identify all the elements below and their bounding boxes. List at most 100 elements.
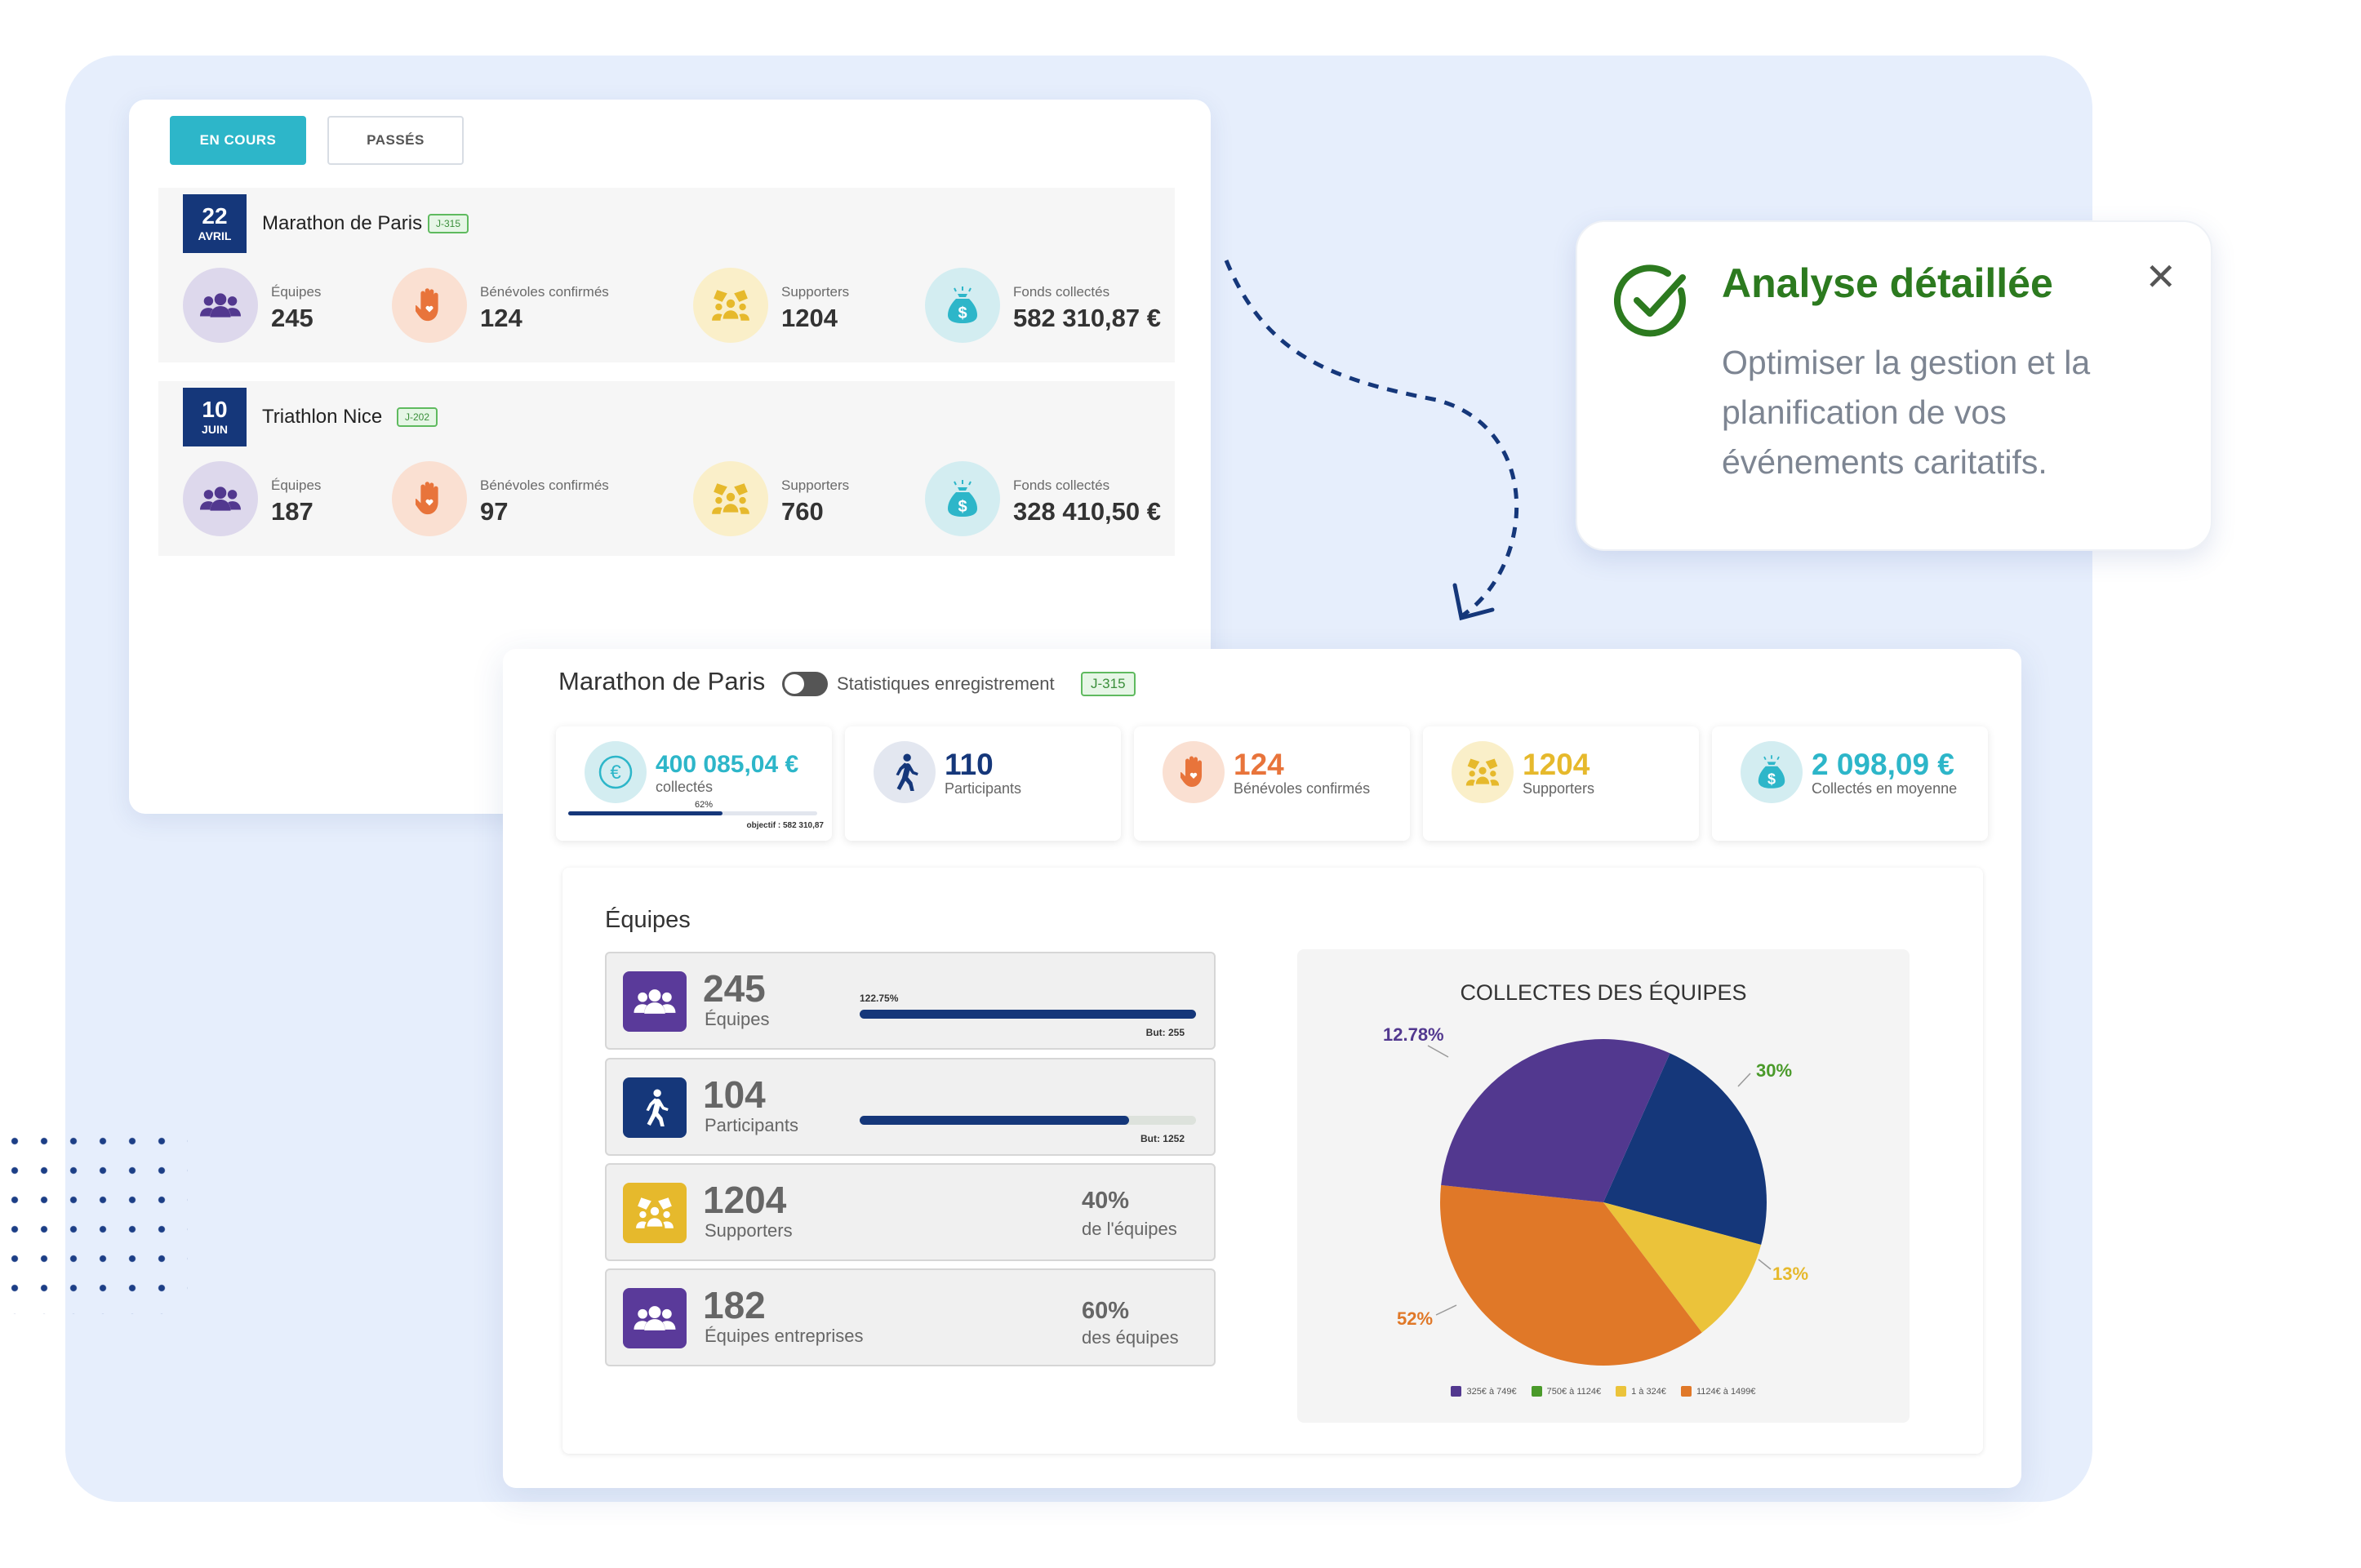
teams-title: Équipes (605, 907, 691, 933)
stat-value: 97 (480, 497, 509, 526)
event-day: 10 (202, 397, 228, 422)
pie-slice[interactable] (1603, 1053, 1767, 1245)
money-bag-icon (1741, 741, 1803, 803)
stat-label: Bénévoles confirmés (480, 284, 609, 300)
svg-text:€: € (610, 762, 621, 784)
legend-item: 1124€ à 1499€ (1680, 1386, 1756, 1397)
euro-icon: € (585, 741, 647, 803)
pie-slice[interactable] (1603, 1202, 1762, 1333)
team-row-label: Équipes (705, 1009, 770, 1029)
slice-label: 13% (1772, 1264, 1809, 1284)
slice-label: 12.78% (1383, 1024, 1444, 1045)
goal-text: objectif : 582 310,87 (746, 821, 825, 830)
label-leader-line (1435, 1304, 1457, 1316)
event-row-triathlon-nice[interactable]: 10 JUIN Triathlon Nice J-202 Équipes 187… (158, 381, 1175, 556)
dashboard-title: Marathon de Paris (558, 667, 766, 695)
stat-value: 187 (271, 497, 313, 526)
bar-goal: But: 1252 (1140, 1133, 1185, 1144)
team-icon (183, 461, 258, 536)
legend-swatch (1451, 1386, 1462, 1397)
legend-label: 750€ à 1124€ (1546, 1386, 1602, 1397)
pie-slice[interactable] (1440, 1184, 1702, 1366)
team-row-equipes[interactable]: 245 Équipes 122.75% But: 255 (605, 952, 1216, 1050)
slice-label: 30% (1756, 1060, 1793, 1081)
legend-item: 1 à 324€ (1616, 1386, 1666, 1397)
team-row-share: 40% (1082, 1188, 1130, 1214)
stat-label: Bénévoles confirmés (480, 478, 609, 493)
kpi-label: Bénévoles confirmés (1234, 780, 1371, 797)
decorative-dot-grid (0, 1126, 188, 1314)
walker-icon (874, 741, 936, 803)
event-date: 10 JUIN (183, 388, 247, 446)
event-month: AVRIL (198, 229, 232, 242)
progress-fill (568, 811, 723, 815)
legend-label: 1124€ à 1499€ (1696, 1386, 1756, 1397)
legend-item: 325€ à 749€ (1451, 1386, 1517, 1397)
popup-text: Optimiser la gestion et la planification… (1722, 344, 2091, 481)
check-circle-icon (1614, 264, 1686, 337)
team-row-label: Participants (705, 1115, 798, 1135)
supporters-icon (693, 461, 768, 536)
chart-title: COLLECTES DES ÉQUIPES (1460, 980, 1747, 1005)
hand-heart-icon (392, 461, 467, 536)
team-row-value: 104 (703, 1073, 766, 1116)
event-date: 22 AVRIL (183, 194, 247, 253)
teams-panel: Équipes 245 Équipes 122.75% But: 255 104… (562, 868, 1983, 1454)
team-row-label: Supporters (705, 1220, 793, 1241)
event-row-marathon-paris[interactable]: 22 AVRIL Marathon de Paris J-315 Équipes… (158, 188, 1175, 362)
countdown-badge: J-202 (397, 407, 438, 427)
kpi-value: 1204 (1523, 748, 1590, 781)
kpi-value: 110 (945, 748, 994, 781)
pie-chart (1427, 1039, 1772, 1366)
kpi-value: 2 098,09 € (1812, 748, 1954, 781)
team-icon (623, 1288, 687, 1348)
countdown-badge: J-315 (428, 214, 469, 233)
team-progress-bar (860, 1116, 1196, 1125)
stats-toggle[interactable] (782, 672, 828, 696)
progress-percent: 62% (695, 800, 714, 810)
team-row-share-label: de l'équipes (1082, 1219, 1177, 1239)
team-row-value: 182 (703, 1284, 766, 1326)
kpi-participants: 110 Participants (845, 726, 1121, 841)
supporters-icon (693, 268, 768, 343)
kpi-collected: € 400 085,04 € collectés 62% objectif : … (556, 726, 832, 841)
events-list-card: EN COURS PASSÉS 22 AVRIL Marathon de Par… (129, 100, 1211, 814)
team-row-label: Équipes entreprises (705, 1326, 864, 1346)
team-row-supporters[interactable]: 1204 Supporters 40% de l'équipes (605, 1163, 1216, 1261)
analysis-popup: Analyse détaillée ✕ Optimiser la gestion… (1576, 220, 2212, 551)
dashed-arrow-icon (1224, 260, 1519, 621)
pie-slice[interactable] (1441, 1039, 1670, 1202)
bar-fill (860, 1116, 1129, 1125)
team-row-entreprises[interactable]: 182 Équipes entreprises 60% des équipes (605, 1268, 1216, 1366)
team-row-value: 245 (703, 967, 766, 1010)
team-icon (183, 268, 258, 343)
kpi-benevoles: 124 Bénévoles confirmés (1134, 726, 1410, 841)
stat-value: 760 (781, 497, 824, 526)
team-icon (623, 971, 687, 1032)
money-bag-icon (925, 461, 1000, 536)
toggle-knob (785, 674, 804, 694)
tab-en-cours[interactable]: EN COURS (170, 116, 306, 165)
stat-label: Fonds collectés (1013, 284, 1110, 300)
legend-item: 750€ à 1124€ (1531, 1386, 1602, 1397)
popup-title: Analyse détaillée (1722, 260, 2053, 306)
kpi-supporters: 1204 Supporters (1423, 726, 1699, 841)
event-name[interactable]: Marathon de Paris (262, 212, 423, 234)
close-icon[interactable]: ✕ (2145, 255, 2176, 298)
stat-value: 1204 (781, 304, 838, 332)
legend-swatch (1680, 1386, 1692, 1397)
event-name[interactable]: Triathlon Nice (262, 406, 383, 428)
stat-value: 124 (480, 304, 522, 332)
legend-swatch (1616, 1386, 1627, 1397)
supporters-icon (623, 1183, 687, 1243)
team-row-share: 60% (1082, 1298, 1130, 1324)
bar-fill (860, 1010, 1196, 1019)
team-row-participants[interactable]: 104 Participants But: 1252 (605, 1058, 1216, 1156)
hand-heart-icon (392, 268, 467, 343)
event-day: 22 (202, 203, 228, 229)
stat-label: Supporters (781, 478, 850, 493)
label-leader-line (1758, 1259, 1772, 1270)
kpi-label: Participants (945, 780, 1022, 797)
tab-passes[interactable]: PASSÉS (327, 116, 464, 165)
kpi-value: 400 085,04 € (656, 751, 799, 778)
